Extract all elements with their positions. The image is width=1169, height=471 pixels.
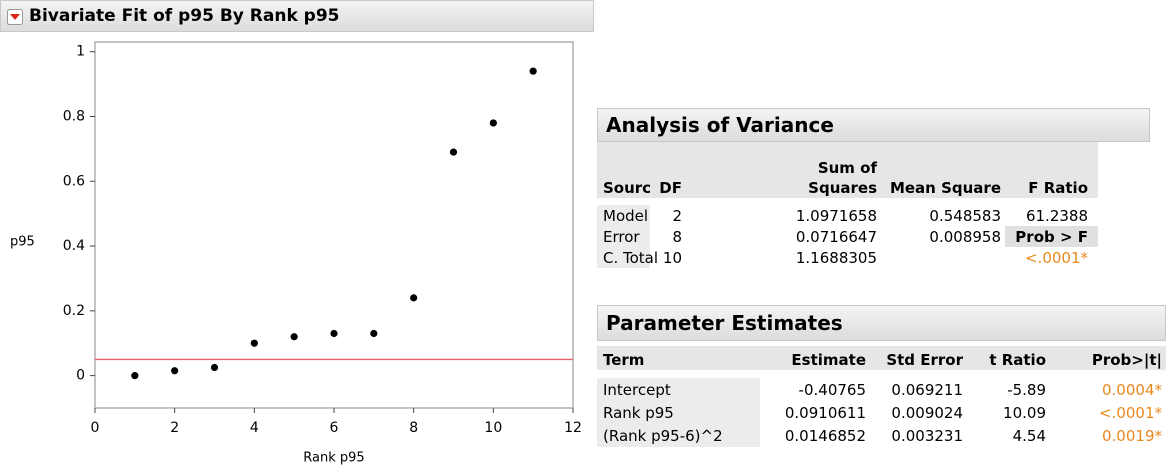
parameter_estimates-column-header: Estimate [760, 346, 870, 370]
y-tick-label: 0.4 [63, 238, 85, 254]
anova-cell: 10 [662, 248, 682, 267]
x-tick-label: 8 [409, 420, 418, 436]
bivariate-header: Bivariate Fit of p95 By Rank p95 [0, 0, 594, 32]
parameter_estimates-column-header: t Ratio [967, 346, 1050, 370]
anova-cell: 2 [672, 206, 682, 225]
data-point [250, 339, 258, 347]
parameter-header: Parameter Estimates [597, 305, 1166, 341]
parameter_estimates-cell: Intercept [597, 378, 760, 401]
anova-cell: 8 [672, 227, 682, 246]
anova-column-header: DF [650, 142, 686, 198]
data-point [290, 333, 298, 341]
anova-cell: 0.008958 [929, 227, 1001, 246]
y-axis-label: p95 [10, 235, 35, 250]
anova-cell: 1.1688305 [795, 248, 877, 267]
parameter-title: Parameter Estimates [606, 311, 843, 335]
parameter_estimates-cell: 10.09 [1003, 403, 1046, 422]
parameter_estimates-cell: (Rank p95-6)^2 [597, 424, 760, 447]
parameter_estimates-cell: 0.069211 [891, 380, 963, 399]
parameter_estimates-cell: 0.009024 [891, 403, 963, 422]
parameter_estimates-cell: -5.89 [1007, 380, 1046, 399]
data-point [330, 329, 338, 338]
x-tick-label: 2 [170, 420, 179, 436]
data-point [370, 329, 378, 338]
bivariate-title: Bivariate Fit of p95 By Rank p95 [29, 6, 340, 26]
parameter_estimates-cell: <.0001* [1098, 403, 1162, 422]
data-point [489, 119, 497, 127]
parameter_estimates-column-header: Term [597, 346, 760, 370]
anova-cell: <.0001* [1024, 248, 1088, 267]
disclosure-icon[interactable] [7, 9, 23, 25]
parameter_estimates-cell: 0.003231 [891, 426, 963, 445]
parameter_estimates-cell: 0.0146852 [784, 426, 866, 445]
parameter_estimates-cell: 0.0004* [1102, 380, 1162, 399]
data-point [410, 294, 418, 302]
plot-frame [94, 41, 574, 409]
parameter_estimates-cell: 0.0910611 [784, 403, 866, 422]
x-tick-label: 0 [91, 420, 100, 436]
data-point [131, 372, 139, 380]
anova-column-header: F Ratio [1005, 142, 1098, 198]
anova-cell: C. Total [597, 247, 658, 268]
data-point [171, 367, 179, 375]
anova-cell: 0.0716647 [795, 227, 877, 246]
anova-column-header: Source [597, 142, 661, 198]
y-tick-label: 1 [76, 44, 85, 60]
x-tick-label: 12 [564, 420, 582, 436]
anova-cell: 0.548583 [929, 206, 1001, 225]
anova-header: Analysis of Variance [597, 108, 1150, 142]
anova-column-header: Sum of Squares [771, 142, 881, 198]
anova-title: Analysis of Variance [606, 113, 834, 137]
y-tick-label: 0.6 [63, 173, 85, 189]
anova-cell: Prob > F [1005, 226, 1098, 247]
y-tick-label: 0.8 [63, 108, 85, 124]
y-tick-label: 0 [76, 368, 85, 384]
parameter_estimates-cell: 4.54 [1012, 426, 1046, 445]
data-point [210, 363, 219, 372]
anova-cell: 61.2388 [1025, 206, 1088, 225]
x-tick-label: 10 [484, 420, 502, 436]
x-axis-label: Rank p95 [303, 451, 364, 466]
anova-cell [881, 247, 1005, 268]
anova-cell: Model [597, 205, 650, 226]
parameter_estimates-column-header: Std Error [870, 346, 967, 370]
parameter_estimates-column-header: Prob>|t| [1050, 346, 1166, 370]
anova-cell: Error [597, 226, 650, 247]
data-point [529, 67, 537, 75]
x-tick-label: 6 [330, 420, 339, 436]
x-tick-label: 4 [250, 420, 259, 436]
parameter_estimates-cell: -0.40765 [798, 380, 866, 399]
anova-column-header: Mean Square [881, 142, 1005, 198]
y-tick-label: 0.2 [63, 303, 85, 319]
parameter_estimates-cell: 0.0019* [1102, 426, 1162, 445]
data-point [449, 148, 458, 156]
parameter_estimates-cell: Rank p95 [597, 401, 760, 424]
anova-cell: 1.0971658 [795, 206, 877, 225]
